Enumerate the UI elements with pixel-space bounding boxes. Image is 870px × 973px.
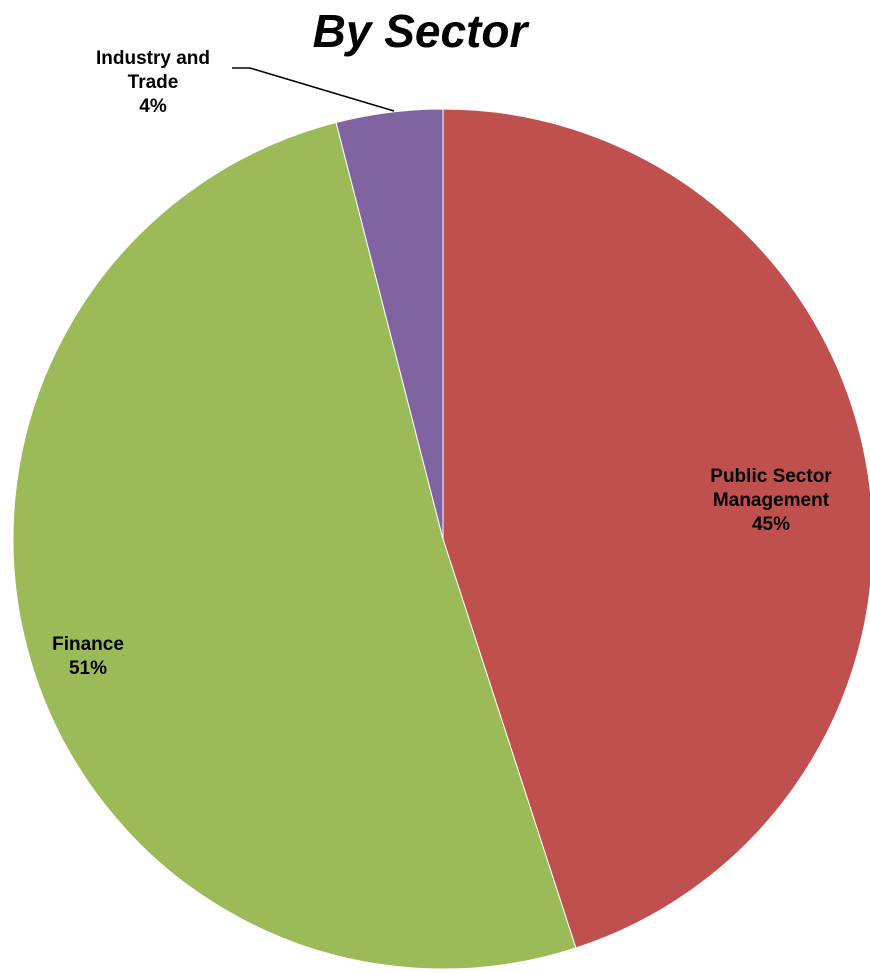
chart-title: By Sector: [312, 5, 528, 57]
pie-slice-public-sector-management: [442, 108, 870, 949]
pie-slices: [12, 108, 870, 970]
slice-name-label: Industry and: [96, 48, 210, 69]
leader-lines: [232, 67, 395, 112]
leader-line: [232, 67, 395, 112]
slice-percent-label: 4%: [139, 96, 167, 117]
slice-name-label: Management: [713, 490, 830, 511]
slice-percent-label: 45%: [752, 514, 790, 535]
slice-name-label: Trade: [128, 72, 179, 93]
slice-label: Industry and Trade 4%: [96, 48, 210, 117]
slice-label: Public Sector Management 45%: [710, 466, 832, 535]
slice-percent-label: 51%: [69, 658, 107, 679]
pie-slice-finance: [12, 121, 577, 970]
slice-name-label: Finance: [52, 634, 124, 655]
slice-name-label: Public Sector: [710, 466, 832, 487]
slice-label: Finance 51%: [52, 634, 124, 679]
pie-slice-industry-and-trade: [335, 108, 444, 540]
slice-labels: Public Sector Management 45% Finance 51% Indu…: [52, 48, 832, 679]
